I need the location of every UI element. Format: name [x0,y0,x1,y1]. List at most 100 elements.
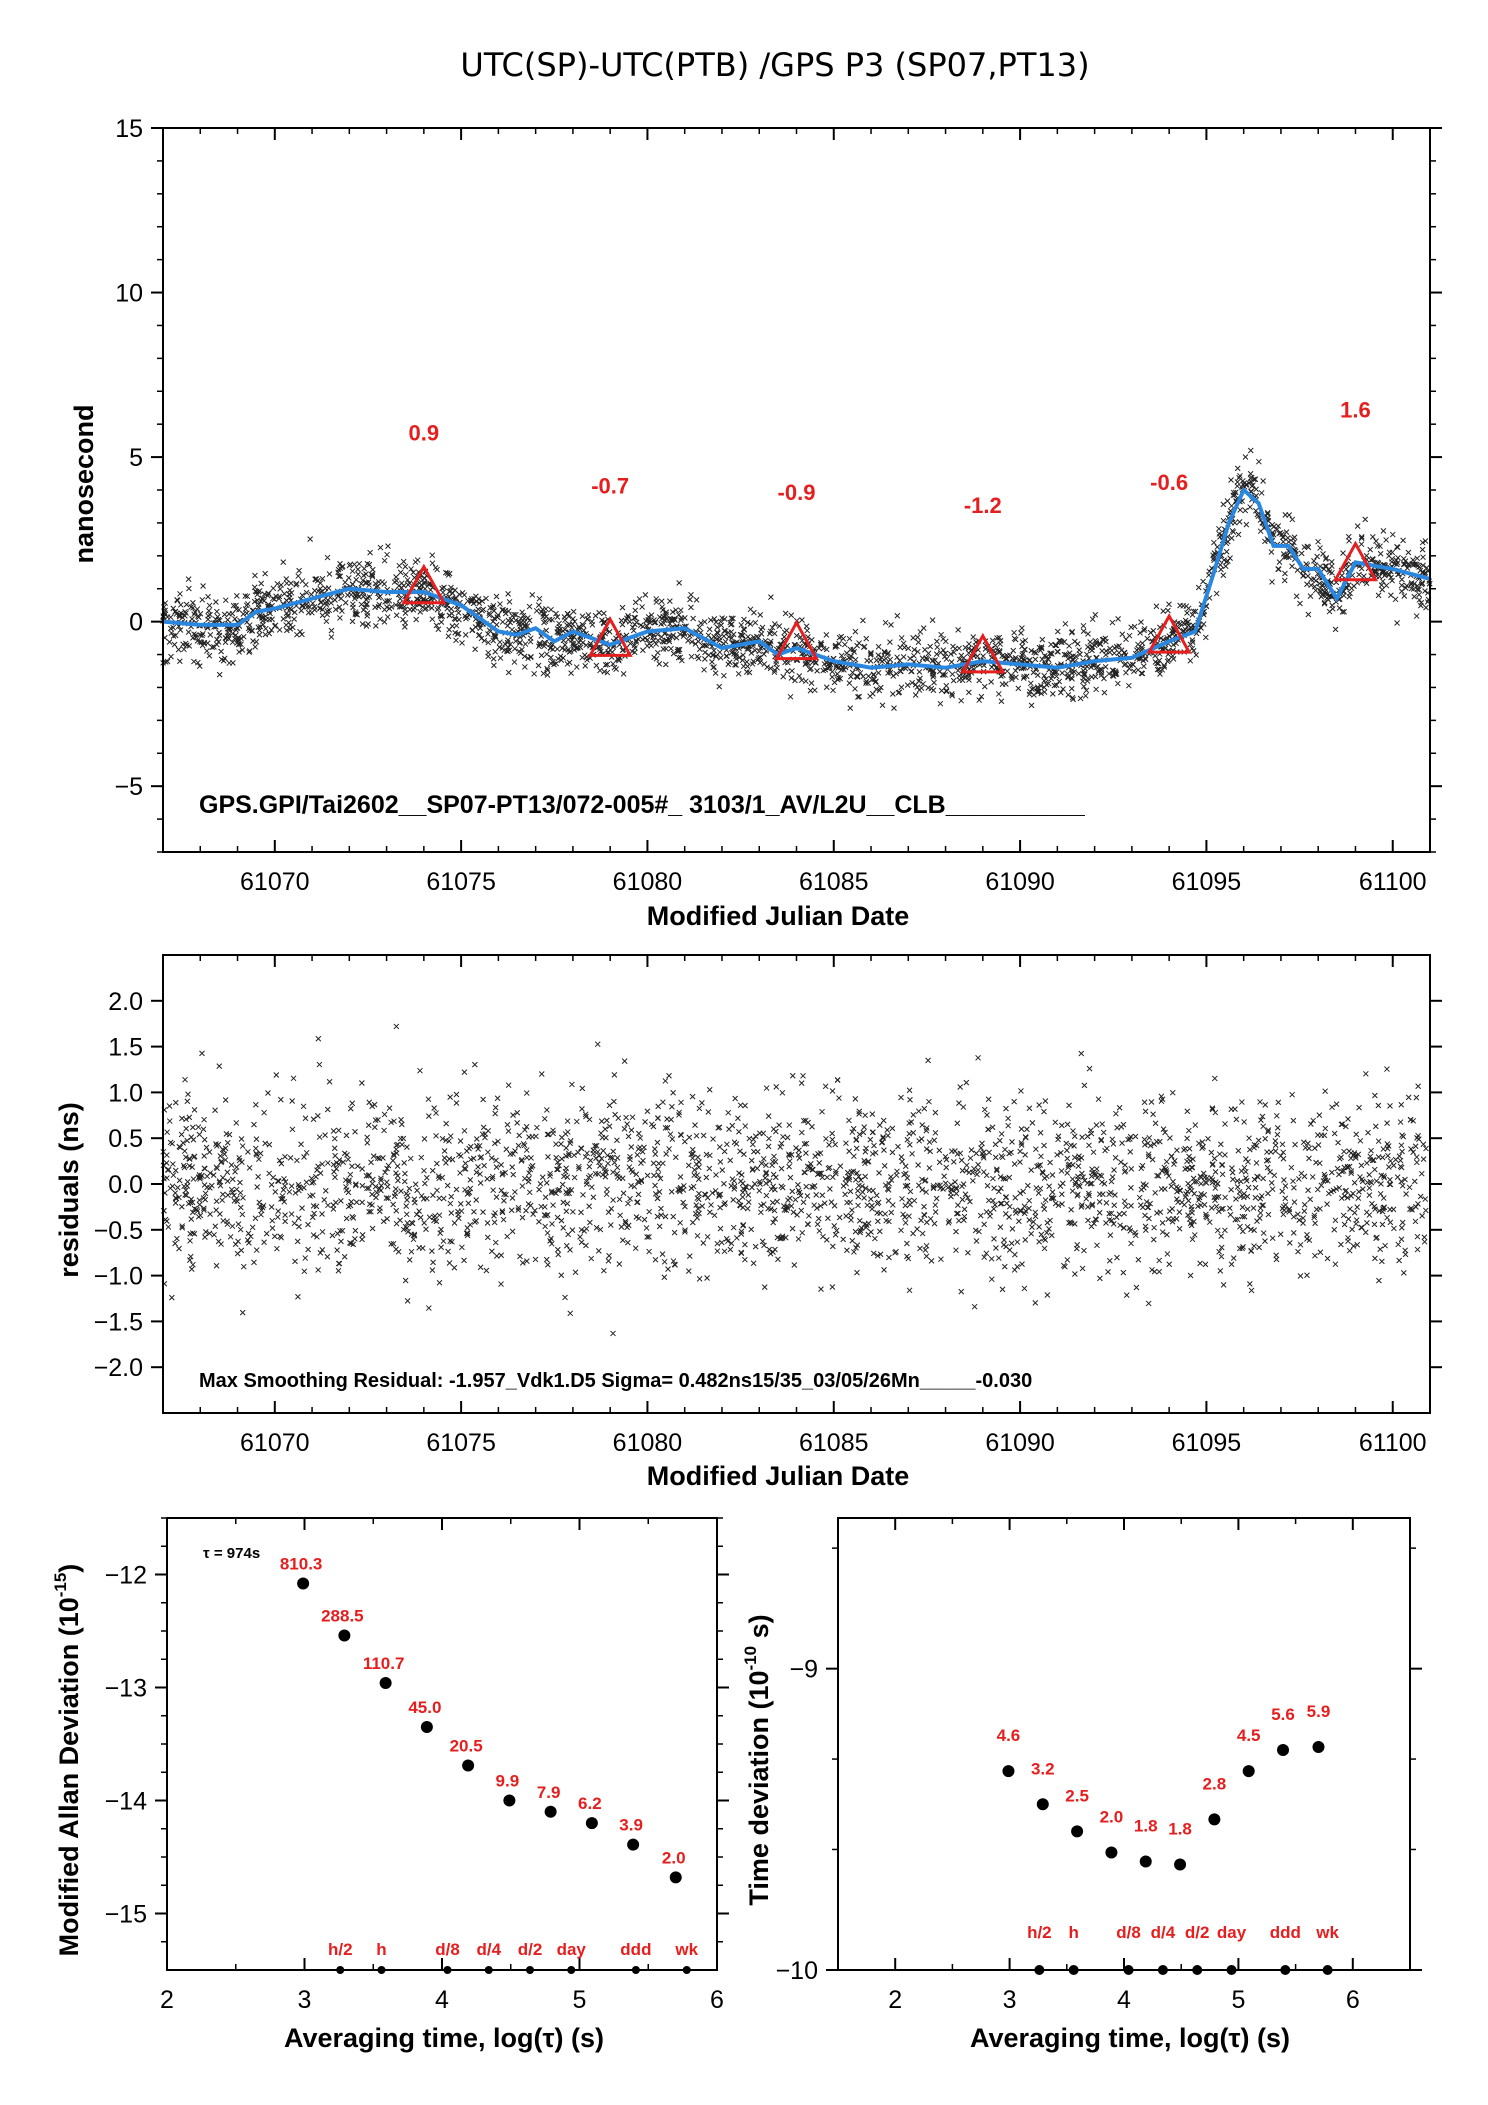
residual-point [990,1175,996,1182]
data-point [442,569,449,576]
residual-point [1395,1241,1402,1248]
data-point [1190,647,1197,654]
data-point [225,632,232,638]
residual-point [261,1109,267,1116]
data-point [547,660,554,667]
residual-point [1348,1155,1354,1162]
data-point [522,664,528,670]
residual-point [526,1189,533,1196]
data-point [999,681,1006,688]
data-point [233,593,240,599]
residual-point [408,1248,415,1255]
residual-point [573,1118,580,1125]
residual-point [746,1135,753,1142]
residual-point [508,1207,515,1214]
data-point [1346,537,1352,544]
residual-point [872,1149,879,1156]
residual-point [870,1187,876,1194]
residual-point [806,1212,812,1219]
data-point [602,662,609,668]
data-point [199,596,206,603]
data-point [195,659,201,666]
data-point [402,563,409,570]
residual-point [475,1146,481,1152]
residual-point [473,1218,480,1224]
triangle-marker [1146,613,1192,654]
data-point [725,629,732,636]
data-point [1065,673,1071,680]
data-point [339,608,345,614]
data-point [776,623,783,629]
residual-point [837,1163,844,1169]
data-point [209,644,216,651]
residual-point [1078,1204,1085,1210]
residual-point [1286,1240,1293,1246]
residual-point [1100,1129,1107,1136]
data-point [1085,675,1091,682]
data-point [1026,657,1033,663]
residual-point [276,1157,283,1164]
residual-point [695,1164,702,1171]
residual-point [1006,1174,1013,1181]
residual-point [731,1178,737,1184]
residual-point [543,1256,550,1263]
residual-point [567,1247,573,1253]
residual-point [523,1207,529,1214]
residual-point [443,1120,450,1127]
residual-point [325,1202,331,1209]
residual-point [393,1170,399,1177]
data-point [1247,475,1254,482]
data-point [885,650,892,656]
residual-point [1251,1176,1258,1183]
residual-point [403,1203,410,1209]
residual-point [1098,1136,1105,1143]
data-point [385,543,391,549]
residual-point [441,1148,448,1154]
residual-point [907,1096,913,1103]
residual-point [943,1164,950,1171]
data-point [278,582,284,588]
data-point [1093,686,1099,693]
residual-point [288,1211,295,1217]
residual-point [395,1141,401,1148]
top-note: GPS.GPI/Tai2602__SP07-PT13/072-005#_ 310… [199,791,1086,819]
residual-point [1120,1224,1127,1231]
data-point [360,593,367,600]
residual-point [199,1050,205,1057]
data-point [493,593,500,600]
residual-point [541,1204,548,1210]
residual-point [373,1189,380,1196]
data-point [599,617,605,623]
residual-point [997,1200,1004,1207]
residual-point [998,1200,1005,1207]
residual-point [453,1100,460,1106]
residual-point [1185,1212,1191,1218]
data-point [254,591,261,598]
data-point [799,617,805,623]
residual-point [1156,1257,1163,1264]
residual-point [1139,1162,1146,1169]
data-point [1002,655,1009,662]
triangle-label: 0.9 [409,421,440,446]
data-point [834,671,841,677]
data-point [558,657,565,664]
residual-point [1411,1178,1418,1185]
data-point [614,655,621,662]
residual-point [960,1217,967,1223]
residual-point [953,1184,959,1191]
top-xtick-label: 61080 [613,868,683,896]
residual-point [1184,1135,1190,1142]
data-point [740,652,746,658]
residual-point [1151,1224,1157,1231]
residual-point [515,1204,522,1211]
data-point [490,656,497,662]
data-point [1070,696,1076,703]
residual-point [1084,1204,1091,1210]
data-point [1283,529,1290,535]
data-point [976,677,983,684]
residual-point [436,1212,443,1219]
residual-point [786,1158,793,1164]
data-point [949,671,956,678]
data-point [730,615,736,622]
residual-point [756,1187,763,1194]
